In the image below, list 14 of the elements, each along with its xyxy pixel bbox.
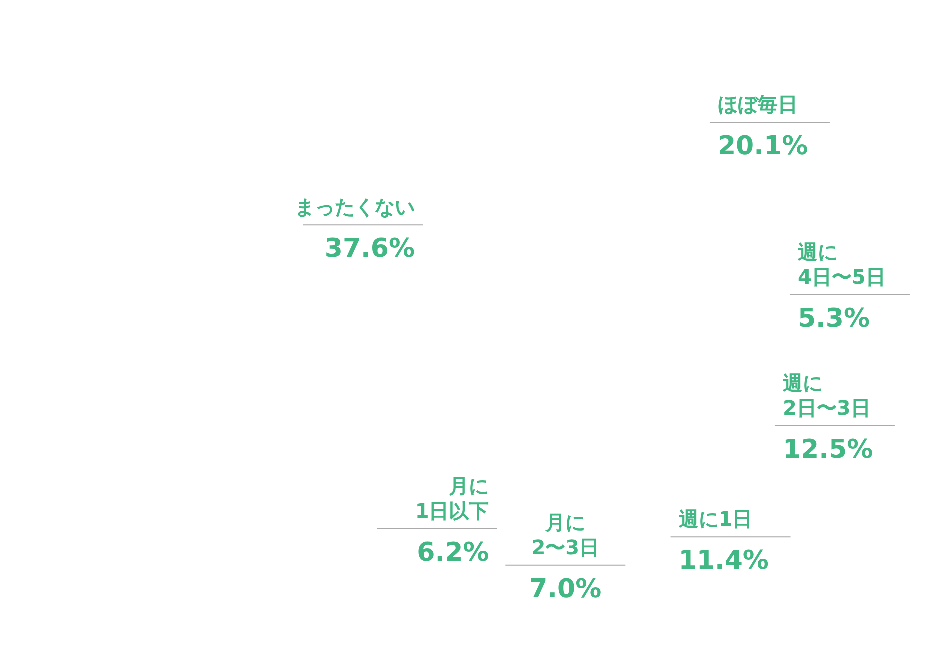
category-label: 週に 2日〜3日 bbox=[782, 370, 871, 420]
category-label: 週に1日 bbox=[678, 507, 753, 532]
data-label: 37.6% bbox=[324, 234, 416, 264]
data-label: 6.2% bbox=[417, 538, 490, 568]
data-label: 5.3% bbox=[798, 304, 870, 334]
data-label: 11.4% bbox=[678, 546, 769, 576]
category-label: 月に 1日以下 bbox=[415, 474, 490, 523]
category-label: 週に 4日〜5日 bbox=[796, 240, 886, 289]
data-label: 12.5% bbox=[782, 434, 874, 465]
category-label: ほぼ毎日 bbox=[718, 92, 798, 117]
data-label: 7.0% bbox=[530, 574, 602, 604]
category-label: 月に 2〜3日 bbox=[532, 510, 600, 560]
category-label: まったくない bbox=[295, 195, 416, 220]
data-label: 20.1% bbox=[718, 132, 808, 162]
